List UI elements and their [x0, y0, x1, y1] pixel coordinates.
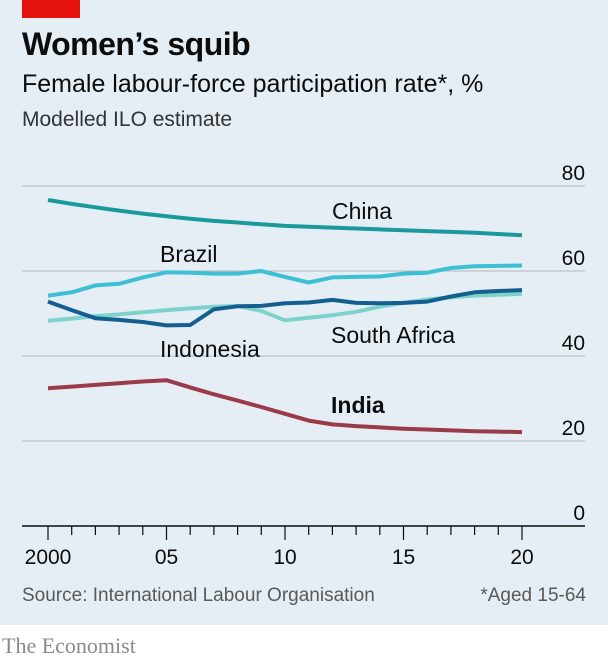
brand-bar [0, 625, 608, 662]
x-tick-label: 2000 [25, 546, 72, 569]
series-line-indonesia [47, 288, 523, 328]
footnote: *Aged 15-64 [480, 585, 586, 606]
series-line-india [47, 378, 523, 435]
x-tick-label: 15 [392, 546, 415, 569]
series-label-indonesia: Indonesia [160, 336, 260, 362]
publication-brand: The Economist [2, 633, 136, 658]
series-label-china: China [332, 198, 392, 224]
x-tick-label: 05 [155, 546, 178, 569]
line-chart: 0 20 40 60 80 2000 05 10 15 20 China Brazil South Af… [22, 162, 585, 569]
series-line-brazil [47, 263, 523, 298]
series-label-india: India [331, 392, 385, 418]
chart-title: Women’s squib [22, 26, 251, 62]
series-label-south-africa: South Africa [331, 322, 455, 348]
source-note: Source: International Labour Organisatio… [22, 585, 375, 606]
y-tick-label: 60 [562, 247, 585, 270]
series-label-brazil: Brazil [160, 241, 218, 267]
x-tick-label: 10 [273, 546, 296, 569]
y-tick-label: 20 [562, 417, 585, 440]
y-tick-label: 40 [562, 332, 585, 355]
chart-subtitle: Female labour-force participation rate*,… [22, 70, 484, 98]
y-tick-label: 0 [573, 502, 585, 525]
series-line-china [47, 198, 523, 238]
y-tick-label: 80 [562, 162, 585, 185]
chart-subtitle-secondary: Modelled ILO estimate [22, 108, 233, 131]
brand-red-tag [22, 0, 80, 18]
x-tick-label: 20 [510, 546, 533, 569]
